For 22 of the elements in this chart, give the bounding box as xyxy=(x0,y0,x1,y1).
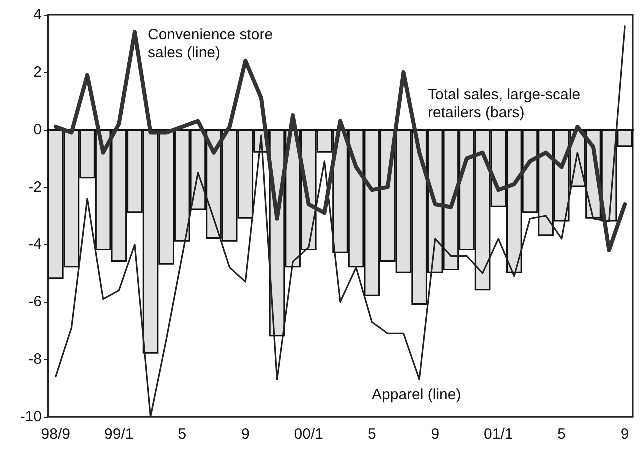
x-tick-label: 9 xyxy=(620,426,630,443)
x-tick-label: 98/9 xyxy=(41,426,71,443)
x-tick-label: 00/1 xyxy=(294,426,324,443)
annotation: Total sales, large-scale retailers (bars) xyxy=(428,86,581,122)
x-tick-label: 9 xyxy=(431,426,440,443)
annotation: Convenience store sales (line) xyxy=(148,26,274,62)
y-tick-label: -6 xyxy=(28,294,42,311)
y-tick-label: 2 xyxy=(34,64,42,81)
line-series xyxy=(54,30,628,252)
x-tick-label: 99/1 xyxy=(104,426,134,443)
y-tick-label: -2 xyxy=(28,178,42,196)
x-tick-label: 5 xyxy=(558,426,566,443)
y-tick-label: -10 xyxy=(20,408,42,426)
y-tick-label: 0 xyxy=(34,121,42,138)
annotation: Apparel (line) xyxy=(372,386,462,404)
y-tick-label: 4 xyxy=(34,6,42,24)
y-tick-label: -8 xyxy=(28,351,42,368)
x-tick-label: 01/1 xyxy=(484,426,514,443)
y-tick-label: -4 xyxy=(28,236,42,254)
x-tick-label: 5 xyxy=(178,426,187,443)
x-tick-label: 9 xyxy=(241,426,250,443)
x-tick-label: 5 xyxy=(368,426,376,443)
